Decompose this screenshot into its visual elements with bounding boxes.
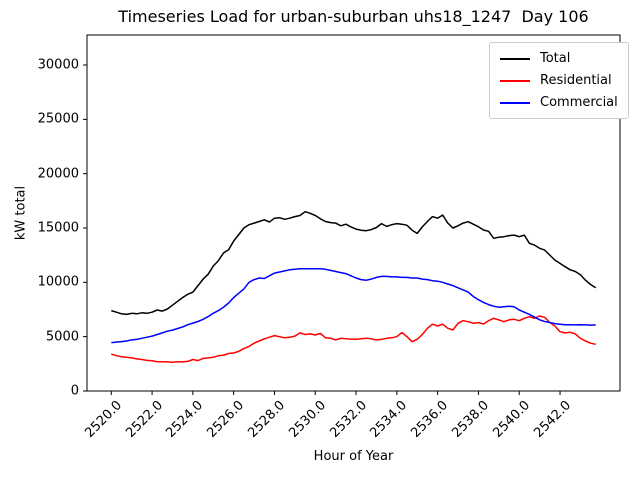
series-line-residential — [111, 315, 596, 363]
y-tick-label: 20000 — [37, 166, 79, 182]
legend-label: Commercial — [540, 95, 618, 110]
y-tick-label: 25000 — [37, 111, 79, 127]
legend-line-swatch — [500, 57, 530, 60]
y-tick-label: 15000 — [37, 220, 79, 236]
legend-line-swatch — [500, 101, 530, 104]
y-tick-label: 30000 — [37, 57, 79, 73]
tick-marks — [83, 64, 561, 395]
y-tick-label: 10000 — [37, 274, 79, 290]
axes-spines — [86, 34, 621, 392]
legend-label: Total — [540, 51, 571, 66]
legend-item-residential: Residential — [500, 73, 618, 88]
series-line-commercial — [111, 267, 596, 344]
legend-item-commercial: Commercial — [500, 95, 618, 110]
legend: Total Residential Commercial — [489, 42, 629, 119]
legend-label: Residential — [540, 73, 612, 88]
y-tick-label: 5000 — [45, 329, 79, 345]
chart-title: Timeseries Load for urban-suburban uhs18… — [118, 7, 589, 26]
x-axis-label: Hour of Year — [313, 449, 394, 464]
y-tick-label: 0 — [70, 383, 79, 399]
legend-item-total: Total — [500, 51, 618, 66]
series-line-total — [111, 210, 597, 316]
legend-line-swatch — [500, 79, 530, 82]
